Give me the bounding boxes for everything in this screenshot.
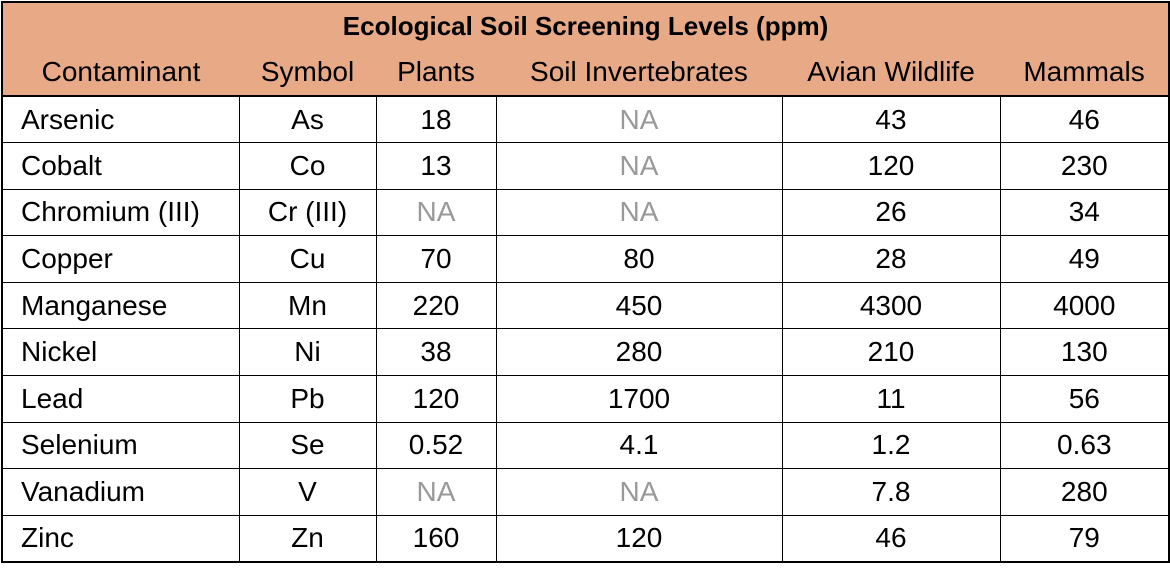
- table-row: Zinc Zn 160 120 46 79: [1, 515, 1170, 563]
- column-header-soil-invertebrates: Soil Invertebrates: [496, 49, 782, 97]
- value-cell: 280: [496, 328, 783, 377]
- symbol-cell: V: [239, 468, 377, 516]
- symbol-cell: Mn: [239, 282, 377, 330]
- value-cell: 34: [1000, 189, 1170, 237]
- value-cell: NA: [376, 468, 497, 516]
- value-cell: 120: [376, 375, 497, 423]
- table-row: Copper Cu 70 80 28 49: [1, 235, 1170, 283]
- symbol-cell: Ni: [239, 328, 377, 377]
- contaminant-cell: Vanadium: [1, 468, 240, 516]
- contaminant-cell: Lead: [1, 375, 240, 423]
- table-row: Lead Pb 120 1700 11 56: [1, 375, 1170, 423]
- value-cell: 280: [1000, 468, 1170, 516]
- symbol-cell: As: [239, 96, 377, 144]
- value-cell: 79: [1000, 515, 1170, 563]
- symbol-cell: Pb: [239, 375, 377, 423]
- contaminant-cell: Copper: [1, 235, 240, 283]
- value-cell: NA: [376, 189, 497, 237]
- value-cell: 230: [1000, 142, 1170, 190]
- value-cell: 46: [1000, 96, 1170, 144]
- column-header-symbol: Symbol: [239, 49, 376, 97]
- value-cell: 11: [782, 375, 1001, 423]
- value-cell: NA: [496, 96, 783, 144]
- contaminant-cell: Selenium: [1, 422, 240, 470]
- column-header-plants: Plants: [376, 49, 496, 97]
- column-header-mammals: Mammals: [1000, 49, 1170, 97]
- value-cell: 28: [782, 235, 1001, 283]
- contaminant-cell: Chromium (III): [1, 189, 240, 237]
- value-cell: NA: [496, 142, 783, 190]
- table-row: Cobalt Co 13 NA 120 230: [1, 142, 1170, 190]
- value-cell: 160: [376, 515, 497, 563]
- value-cell: 80: [496, 235, 783, 283]
- value-cell: 4000: [1000, 282, 1170, 330]
- value-cell: 4.1: [496, 422, 783, 470]
- symbol-cell: Cr (III): [239, 189, 377, 237]
- value-cell: 70: [376, 235, 497, 283]
- table-row: Chromium (III) Cr (III) NA NA 26 34: [1, 189, 1170, 237]
- value-cell: 13: [376, 142, 497, 190]
- table-title: Ecological Soil Screening Levels (ppm): [0, 1, 1170, 49]
- value-cell: 38: [376, 328, 497, 377]
- column-header-avian-wildlife: Avian Wildlife: [782, 49, 1000, 97]
- value-cell: NA: [496, 189, 783, 237]
- value-cell: 130: [1000, 328, 1170, 377]
- symbol-cell: Co: [239, 142, 377, 190]
- value-cell: 7.8: [782, 468, 1001, 516]
- value-cell: 1700: [496, 375, 783, 423]
- value-cell: 1.2: [782, 422, 1001, 470]
- value-cell: 49: [1000, 235, 1170, 283]
- value-cell: 0.63: [1000, 422, 1170, 470]
- value-cell: 120: [496, 515, 783, 563]
- value-cell: 4300: [782, 282, 1001, 330]
- table-row: Manganese Mn 220 450 4300 4000: [1, 282, 1170, 330]
- value-cell: 43: [782, 96, 1001, 144]
- table-row: Nickel Ni 38 280 210 130: [1, 328, 1170, 377]
- value-cell: 18: [376, 96, 497, 144]
- contaminant-cell: Zinc: [1, 515, 240, 563]
- value-cell: 46: [782, 515, 1001, 563]
- column-header-contaminant: Contaminant: [1, 49, 239, 97]
- contaminant-cell: Nickel: [1, 328, 240, 377]
- table-row: Arsenic As 18 NA 43 46: [1, 96, 1170, 144]
- value-cell: 220: [376, 282, 497, 330]
- symbol-cell: Cu: [239, 235, 377, 283]
- value-cell: 450: [496, 282, 783, 330]
- table-row: Selenium Se 0.52 4.1 1.2 0.63: [1, 422, 1170, 470]
- symbol-cell: Zn: [239, 515, 377, 563]
- value-cell: 56: [1000, 375, 1170, 423]
- value-cell: 26: [782, 189, 1001, 237]
- value-cell: 120: [782, 142, 1001, 190]
- table-row: Vanadium V NA NA 7.8 280: [1, 468, 1170, 516]
- header-row: Contaminant Symbol Plants Soil Invertebrate…: [1, 49, 1170, 97]
- value-cell: 210: [782, 328, 1001, 377]
- contaminant-cell: Manganese: [1, 282, 240, 330]
- symbol-cell: Se: [239, 422, 377, 470]
- contaminant-cell: Arsenic: [1, 96, 240, 144]
- table-body: Arsenic As 18 NA 43 46 Cobalt Co 13 NA 120 230 Chrom…: [1, 96, 1170, 563]
- value-cell: 0.52: [376, 422, 497, 470]
- value-cell: NA: [496, 468, 783, 516]
- contaminant-cell: Cobalt: [1, 142, 240, 190]
